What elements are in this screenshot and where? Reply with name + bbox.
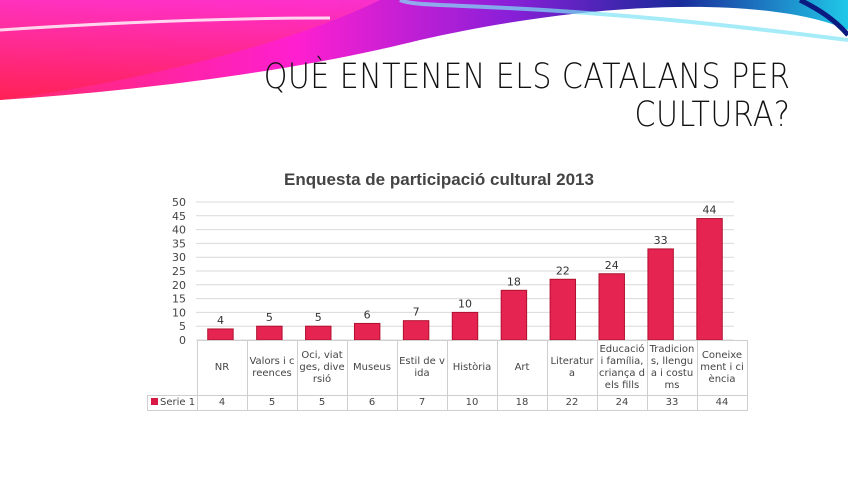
category-label: Art [496,340,548,396]
data-label: 18 [507,275,521,288]
category-label: Literatura [546,340,598,396]
category-label: Valors i creences [246,340,298,396]
y-tick-label: 25 [172,265,186,278]
category-label: Oci, viatges, diversió [296,340,348,396]
y-tick-label: 30 [172,251,186,264]
bar [353,322,381,341]
data-label: 6 [364,308,371,321]
legend-label: Serie 1 [160,397,196,408]
data-label: 4 [217,314,224,327]
table-value: 33 [646,395,698,411]
data-label: 5 [266,311,273,324]
category-label: Història [446,340,498,396]
y-tick-label: 40 [172,224,186,237]
y-tick-label: 15 [172,293,186,306]
data-label: 44 [703,204,717,217]
y-tick-label: 5 [179,320,186,333]
data-label: 5 [315,311,322,324]
data-label: 33 [654,234,668,247]
bar [305,325,332,341]
bar [256,325,283,341]
slide-title: QUÈ ENTENEN ELS CATALANS PER CULTURA? [263,58,790,134]
table-value: 44 [696,395,748,411]
table-value: 4 [196,395,248,411]
data-label: 24 [605,259,619,272]
y-tick-label: 35 [172,237,186,250]
data-label: 7 [413,306,420,319]
category-label: Museus [346,340,398,396]
legend-swatch [151,398,158,405]
title-line-2: CULTURA? [634,95,790,135]
bar [598,273,625,341]
data-label: 22 [556,264,570,277]
category-label: Estil de vida [396,340,448,396]
bar [696,218,723,341]
table-value: 18 [496,395,548,411]
table-value: 5 [246,395,298,411]
y-tick-label: 45 [172,210,186,223]
bar [549,278,577,341]
bar [451,311,479,341]
y-tick-label: 10 [172,306,186,319]
table-value: 6 [346,395,398,411]
table-value: 7 [396,395,448,411]
bar [402,320,430,341]
y-tick-label: 20 [172,279,186,292]
table-corner [147,340,198,396]
data-label: 10 [458,297,472,310]
decorative-swoosh [0,0,848,100]
bar [207,328,234,341]
legend-entry: Serie 1 [147,395,198,411]
y-tick-label: 50 [172,196,186,209]
chart-title: Enquesta de participació cultural 2013 [284,170,594,189]
category-label: NR [196,340,248,396]
table-value: 10 [446,395,498,411]
table-value: 24 [596,395,648,411]
title-line-1: QUÈ ENTENEN ELS CATALANS PER [263,57,790,97]
category-label: Educació i família, criança dels fills [596,340,648,396]
table-value: 5 [296,395,348,411]
data-table: NR Valors i creences Oci, viatges, diversi… [147,340,748,411]
bar [647,248,674,341]
bar [500,289,528,341]
category-label: Tradicions, llengua i costums [646,340,698,396]
table-value: 22 [546,395,598,411]
category-label: Coneixement i ciència [696,340,748,396]
